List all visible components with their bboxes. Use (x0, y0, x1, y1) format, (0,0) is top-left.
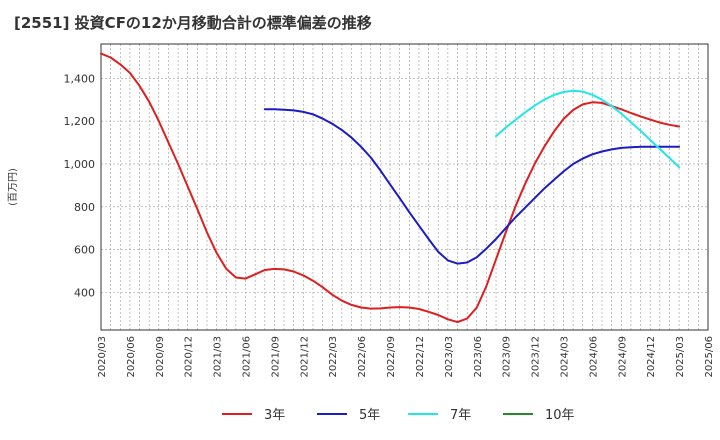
legend-label: 7年 (450, 408, 471, 423)
x-tick-label: 2020/12 (184, 336, 195, 378)
x-tick-label: 2022/06 (357, 336, 368, 378)
series-lines (100, 52, 681, 324)
x-tick-label: 2025/03 (675, 336, 686, 378)
y-tick-label: 1,400 (64, 72, 96, 85)
x-tick-label: 2024/06 (588, 336, 599, 378)
x-tick-label: 2023/12 (531, 336, 542, 378)
x-tick-label: 2023/06 (473, 336, 484, 378)
y-tick-label: 800 (74, 201, 95, 214)
x-tick-label: 2021/12 (299, 336, 310, 378)
x-tick-label: 2022/09 (386, 336, 397, 378)
series-line (495, 89, 681, 169)
y-tick-label: 1,200 (64, 115, 96, 128)
y-tick-label: 400 (74, 287, 95, 300)
x-tick-label: 2024/03 (559, 336, 570, 378)
x-tick-label: 2024/09 (617, 336, 628, 378)
y-axis-label: (百万円) (7, 168, 19, 206)
legend-label: 10年 (545, 408, 575, 423)
series-line (263, 108, 681, 265)
x-tick-label: 2025/06 (704, 336, 715, 378)
axes: 400 600 800 1,000 1,200 1,400 2020/03 2020/06 20… (7, 43, 715, 378)
series-line (100, 52, 681, 324)
plot-frame (100, 43, 709, 331)
x-tick-label: 2022/03 (328, 336, 339, 378)
legend-label: 5年 (359, 408, 380, 423)
x-tick-label: 2020/03 (97, 336, 108, 378)
x-tick-label: 2021/03 (213, 336, 224, 378)
legend: 3年 5年 7年 10年 (222, 408, 575, 423)
x-tick-label: 2020/09 (155, 336, 166, 378)
x-tick-label: 2024/12 (646, 336, 657, 378)
x-tick-label: 2021/09 (270, 336, 281, 378)
legend-label: 3年 (264, 408, 285, 423)
x-tick-label: 2023/03 (444, 336, 455, 378)
x-tick-label: 2023/09 (502, 336, 513, 378)
y-tick-label: 600 (74, 244, 95, 257)
x-tick-label: 2022/12 (415, 336, 426, 378)
chart-title: [2551] 投資CFの12か月移動合計の標準偏差の推移 (14, 14, 372, 32)
y-tick-label: 1,000 (64, 158, 96, 171)
x-tick-label: 2021/06 (242, 336, 253, 378)
grid (100, 44, 709, 330)
x-tick-label: 2020/06 (126, 336, 137, 378)
